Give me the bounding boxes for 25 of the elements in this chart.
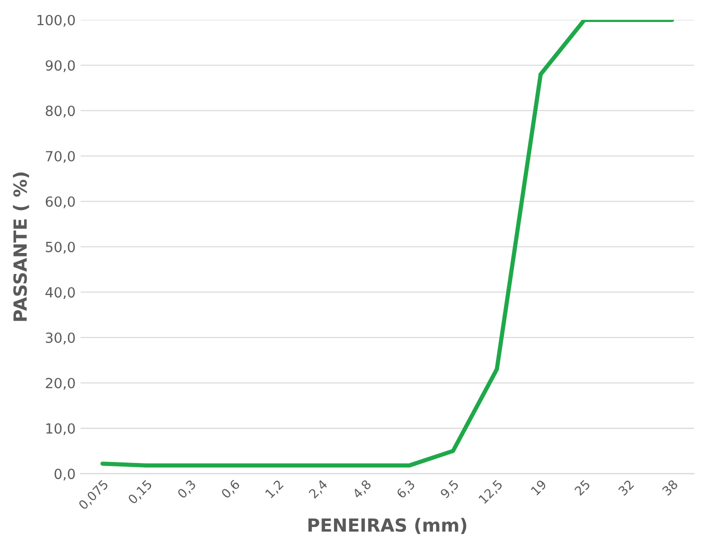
x-tick-label: 25 — [574, 479, 591, 496]
x-tick-label: 2,4 — [308, 479, 329, 500]
y-tick-label: 10,0 — [46, 423, 75, 436]
y-tick-label: 80,0 — [46, 106, 75, 118]
x-tick-label: 4,8 — [352, 479, 373, 500]
y-tick-label: 20,0 — [46, 378, 75, 390]
y-axis-title: PASSANTE ( %) — [12, 172, 30, 321]
x-tick-label: 19 — [530, 479, 547, 496]
x-tick-label: 0,3 — [176, 479, 198, 500]
y-tick-label: 40,0 — [46, 287, 75, 300]
line-series — [100, 20, 674, 468]
y-tick-label: 0,0 — [54, 468, 75, 481]
y-tick-label: 70,0 — [46, 150, 75, 163]
y-tick-label: 90,0 — [46, 60, 75, 72]
y-tick-label: 100,0 — [38, 14, 75, 27]
y-tick-label: 50,0 — [46, 242, 75, 254]
y-tick-label: 30,0 — [46, 332, 75, 344]
x-tick-label: 9,5 — [440, 479, 460, 500]
x-tick-label: 1,2 — [264, 480, 285, 500]
x-tick-label: 32 — [618, 480, 634, 496]
x-tick-label: 6,3 — [396, 479, 416, 500]
x-tick-label: 38 — [662, 479, 678, 496]
x-axis-title: PENEIRAS (mm) — [308, 518, 466, 534]
x-tick-label: 0,6 — [220, 479, 242, 500]
y-tick-label: 60,0 — [46, 196, 75, 208]
